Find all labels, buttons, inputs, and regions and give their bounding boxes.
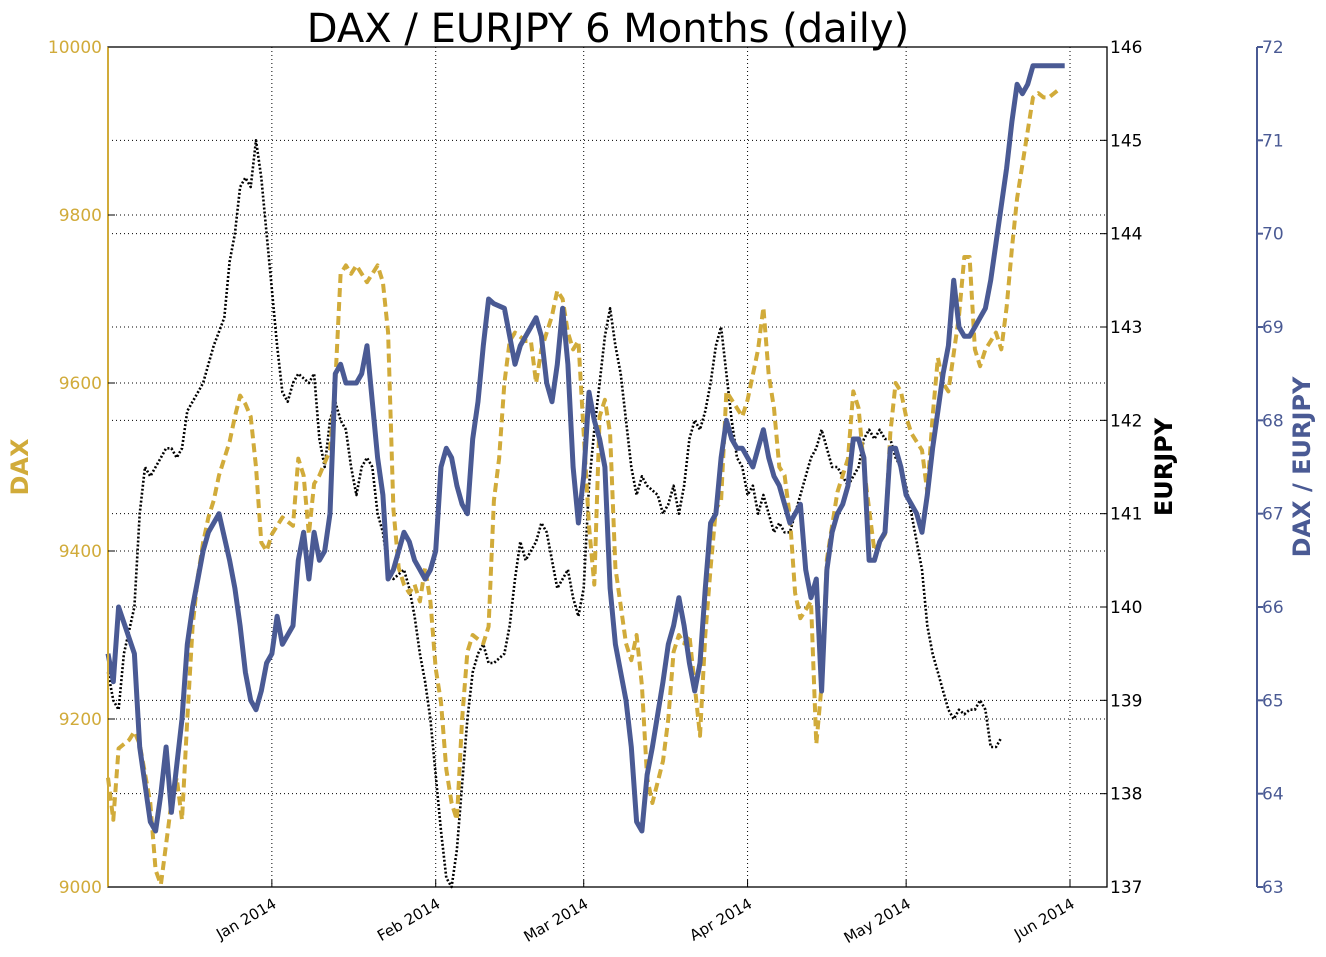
right-tick-label: 143 <box>1110 318 1142 338</box>
right2-tick-label: 66 <box>1262 598 1284 618</box>
plot-frame <box>107 46 1108 888</box>
left-tick-label: 10000 <box>48 38 102 58</box>
right-tick-label: 145 <box>1110 131 1142 151</box>
right2-tick-label: 68 <box>1262 411 1284 431</box>
left-axis-label: DAX <box>6 438 34 495</box>
left-tick-label: 9400 <box>59 542 102 562</box>
left-tick-label: 9800 <box>59 206 102 226</box>
chart-title: DAX / EURJPY 6 Months (daily) <box>307 6 909 52</box>
left-tick-label: 9000 <box>59 878 102 898</box>
right2-tick-label: 71 <box>1262 131 1284 151</box>
right-tick-label: 142 <box>1110 411 1142 431</box>
left-tick-label: 9200 <box>59 710 102 730</box>
x-tick-label: Jun 2014 <box>1010 895 1077 944</box>
left-axis: 9000 9200 9400 9600 9800 10000 <box>48 38 115 898</box>
x-tick-label: Apr 2014 <box>686 895 755 945</box>
right2-tick-label: 64 <box>1262 785 1284 805</box>
right-tick-label: 146 <box>1110 38 1142 58</box>
right2-tick-label: 67 <box>1262 505 1284 525</box>
right2-axis: 63 64 65 66 67 68 69 70 71 72 <box>1257 38 1284 898</box>
right-tick-label: 140 <box>1110 598 1142 618</box>
x-axis: Jan 2014 Feb 2014 Mar 2014 Apr 2014 May 2014… <box>212 880 1078 948</box>
grid <box>108 46 1107 888</box>
series-line-eurjpy <box>106 139 1003 889</box>
right2-tick-label: 72 <box>1262 38 1284 58</box>
x-tick-label: Mar 2014 <box>521 895 592 946</box>
right-tick-label: 139 <box>1110 691 1142 711</box>
x-tick-label: Feb 2014 <box>374 895 443 945</box>
x-tick-label: Jan 2014 <box>212 895 279 944</box>
series-layer <box>105 63 1065 889</box>
right-tick-label: 137 <box>1110 878 1142 898</box>
right-tick-label: 138 <box>1110 785 1142 805</box>
series-line-dax-eurjpy <box>105 63 1065 834</box>
right2-tick-label: 70 <box>1262 225 1284 245</box>
right-axis: 137 138 139 140 141 142 143 144 145 146 <box>1100 38 1142 898</box>
right2-tick-label: 69 <box>1262 318 1284 338</box>
series-line-dax <box>106 87 1061 887</box>
right2-tick-label: 63 <box>1262 878 1284 898</box>
right-tick-label: 141 <box>1110 505 1142 525</box>
right-axis-label: EURJPY <box>1150 417 1178 516</box>
right-tick-label: 144 <box>1110 225 1142 245</box>
left-tick-label: 9600 <box>59 374 102 394</box>
right2-tick-label: 65 <box>1262 691 1284 711</box>
x-tick-label: May 2014 <box>841 895 914 948</box>
right2-axis-label: DAX / EURJPY <box>1288 376 1316 557</box>
